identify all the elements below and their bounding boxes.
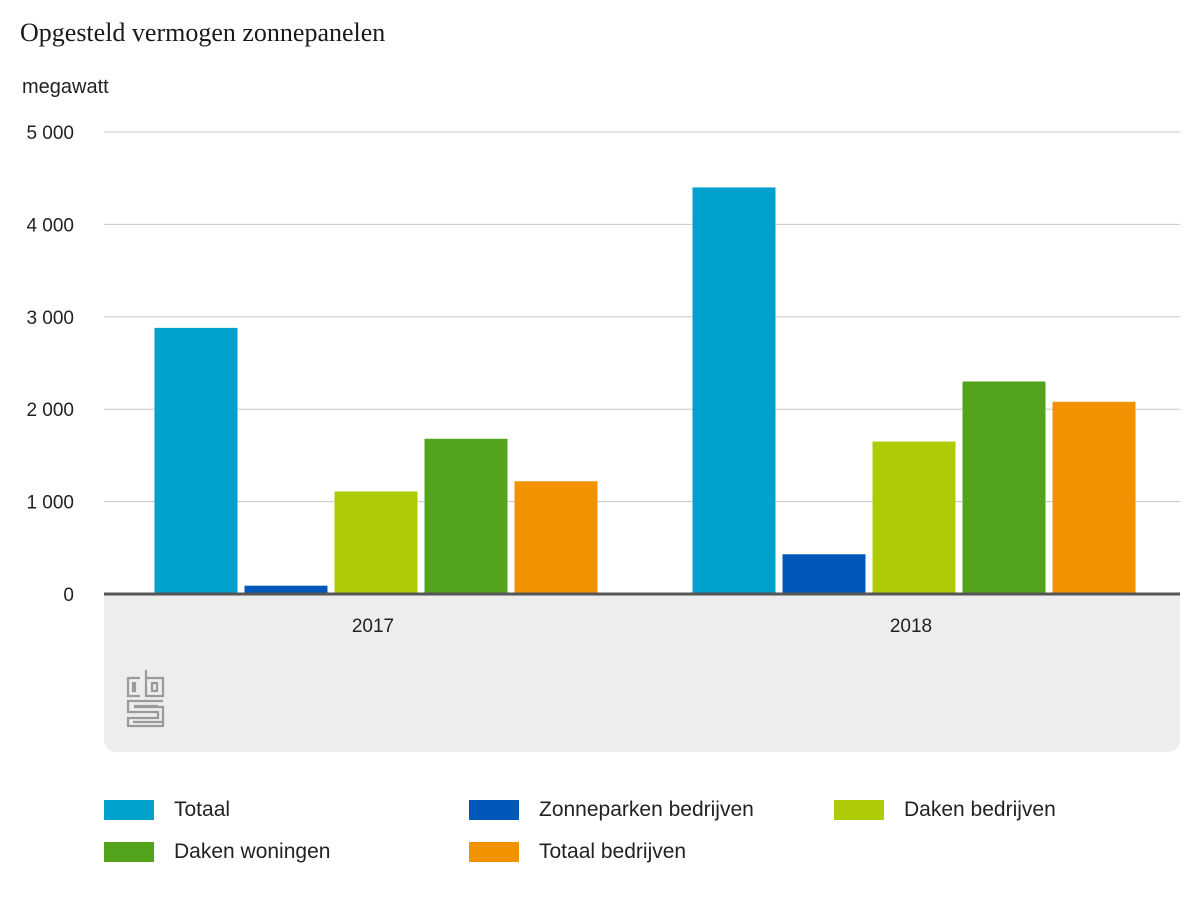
y-tick-label: 1 000 [26,493,74,514]
bar-zonneparken-bedrijven-2017 [244,585,328,594]
legend-label: Daken bedrijven [904,798,1056,821]
x-axis-panel [104,594,1180,752]
x-tick-label: 2018 [890,616,932,637]
x-axis-labels: 2017 2018 [352,616,932,637]
y-tick-label: 3 000 [26,308,74,329]
legend-label: Zonneparken bedrijven [539,798,754,821]
bar-totaal-bedrijven-2018 [1052,401,1136,594]
y-axis-unit-label: megawatt [22,76,109,98]
chart-plot: 0 1 000 2 000 3 000 4 000 5 000 2017 2018 [26,123,1180,752]
legend-item: Daken woningen [104,840,469,864]
legend-item: Zonneparken bedrijven [469,798,834,822]
y-tick-label: 0 [63,585,74,606]
legend-item: Totaal bedrijven [469,840,834,864]
chart-title: Opgesteld vermogen zonnepanelen [20,18,386,47]
legend-swatch [469,842,519,862]
legend-label: Daken woningen [174,840,331,863]
legend: Totaal Zonneparken bedrijven Daken bedrijv… [104,798,1184,864]
x-tick-label: 2017 [352,616,394,637]
bar-daken-bedrijven-2018 [872,441,956,594]
legend-swatch [834,800,884,820]
bar-totaal-bedrijven-2017 [514,481,598,594]
y-tick-label: 5 000 [26,123,74,144]
y-axis-ticks: 0 1 000 2 000 3 000 4 000 5 000 [26,123,74,606]
legend-item: Totaal [104,798,469,822]
bar-daken-woningen-2017 [424,438,508,594]
legend-swatch [104,800,154,820]
legend-swatch [104,842,154,862]
bar-totaal-2018 [692,187,776,594]
legend-label: Totaal [174,798,231,821]
y-tick-label: 2 000 [26,400,74,421]
bar-zonneparken-bedrijven-2018 [782,554,866,594]
legend-item: Daken bedrijven [834,798,1184,822]
y-tick-label: 4 000 [26,215,74,236]
legend-swatch [469,800,519,820]
legend-label: Totaal bedrijven [539,840,687,863]
bar-daken-woningen-2018 [962,381,1046,594]
bars [154,187,1136,594]
bar-daken-bedrijven-2017 [334,491,418,594]
bar-totaal-2017 [154,327,238,594]
cbs-logo-icon [126,670,165,728]
